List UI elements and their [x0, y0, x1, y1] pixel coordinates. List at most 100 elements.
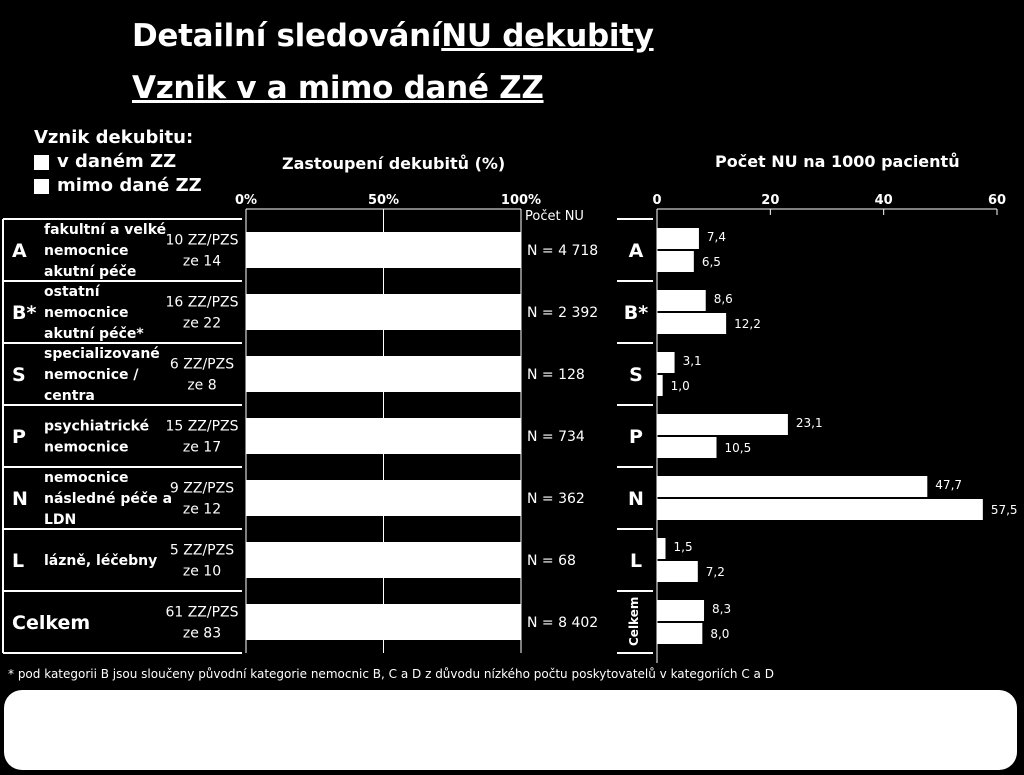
- bar-out-zz: [657, 375, 663, 396]
- data-label: 8,0: [710, 627, 729, 641]
- category-code: S: [12, 364, 26, 386]
- page-title-line2: Vznik v a mimo dané ZZ: [132, 70, 544, 106]
- row-border-left: [2, 219, 4, 653]
- category-description: fakultní a velké: [44, 222, 166, 238]
- category-label: L: [630, 550, 642, 572]
- count-label: N = 4 718: [527, 243, 598, 259]
- bar-out-zz: [657, 313, 727, 334]
- category-description: nemocnice: [44, 243, 129, 259]
- category-description: akutní péče*: [44, 326, 144, 342]
- row-separator: [617, 342, 653, 344]
- bar-share: [246, 418, 521, 454]
- facility-count: ze 17: [183, 440, 221, 456]
- count-label: N = 2 392: [527, 305, 598, 321]
- bar-share: [246, 356, 521, 392]
- category-label: N: [628, 488, 644, 510]
- data-label: 6,5: [702, 255, 721, 269]
- category-code: L: [12, 550, 24, 572]
- right-chart-title: Počet NU na 1000 pacientů: [715, 152, 960, 171]
- category-code: Celkem: [12, 612, 90, 634]
- count-column-header: Počet NU: [525, 209, 584, 224]
- bottom-panel: [4, 690, 1017, 770]
- row-separator: [617, 590, 653, 592]
- row-separator: [617, 280, 653, 282]
- facility-count: ze 22: [183, 316, 221, 332]
- count-label: N = 362: [527, 491, 585, 507]
- category-code: N: [12, 488, 28, 510]
- x-tick-label: 0%: [235, 193, 257, 208]
- legend-heading: Vznik dekubitu:: [34, 127, 194, 148]
- data-label: 12,2: [734, 317, 761, 331]
- bar-share: [246, 542, 521, 578]
- legend-label: mimo dané ZZ: [57, 175, 202, 196]
- category-description: specializované: [44, 346, 160, 362]
- legend: Vznik dekubitu: v daném ZZ mimo dané ZZ: [34, 126, 202, 198]
- data-label: 8,3: [712, 602, 731, 616]
- legend-swatch: [34, 154, 49, 170]
- category-description: psychiatrické: [44, 419, 149, 435]
- row-separator: [3, 280, 242, 282]
- bar-out-zz: [657, 561, 698, 582]
- category-label: S: [629, 364, 643, 386]
- row-separator: [3, 652, 242, 654]
- left-chart-title: Zastoupení dekubitů (%): [282, 154, 506, 173]
- category-label: B*: [624, 302, 648, 324]
- category-code: B*: [12, 302, 36, 324]
- count-label: N = 8 402: [527, 615, 598, 631]
- category-label: A: [629, 240, 644, 262]
- facility-count: 61 ZZ/PZS: [165, 605, 238, 621]
- bar-in-zz: [657, 538, 666, 559]
- bar-in-zz: [657, 228, 699, 249]
- bar-share: [246, 294, 521, 330]
- facility-count: 10 ZZ/PZS: [165, 233, 238, 249]
- count-label: N = 68: [527, 553, 576, 569]
- bar-share: [246, 232, 521, 268]
- facility-count: 16 ZZ/PZS: [165, 295, 238, 311]
- bar-share: [246, 480, 521, 516]
- data-label: 3,1: [683, 354, 702, 368]
- facility-count: ze 12: [183, 502, 221, 518]
- row-separator: [3, 590, 242, 592]
- bar-in-zz: [657, 414, 788, 435]
- row-separator: [617, 466, 653, 468]
- category-description: lázně, léčebny: [44, 553, 157, 569]
- x-tick-label: 50%: [368, 193, 399, 208]
- facility-count: 15 ZZ/PZS: [165, 419, 238, 435]
- category-description: centra: [44, 388, 95, 404]
- bar-out-zz: [657, 623, 703, 644]
- data-label: 7,4: [707, 230, 726, 244]
- facility-count: ze 83: [183, 626, 221, 642]
- facility-count: 9 ZZ/PZS: [170, 481, 234, 497]
- category-description: akutní péče: [44, 264, 136, 280]
- page-title-line1: Detailní sledování NU dekubity: [132, 18, 654, 54]
- x-tick-label: 40: [875, 193, 893, 208]
- bar-out-zz: [657, 437, 717, 458]
- row-separator: [3, 218, 242, 220]
- facility-count: ze 14: [183, 254, 221, 270]
- category-description: nemocnice: [44, 305, 129, 321]
- facility-count: ze 8: [187, 378, 216, 394]
- data-label: 10,5: [725, 441, 752, 455]
- row-separator: [617, 218, 653, 220]
- category-code: P: [12, 426, 26, 448]
- row-separator: [3, 342, 242, 344]
- bar-in-zz: [657, 476, 928, 497]
- category-description: ostatní: [44, 284, 101, 300]
- data-label: 1,5: [674, 540, 693, 554]
- row-separator: [3, 466, 242, 468]
- data-label: 57,5: [991, 503, 1018, 517]
- bar-in-zz: [657, 600, 705, 621]
- category-description: nemocnice: [44, 470, 129, 486]
- bar-in-zz: [657, 290, 706, 311]
- x-tick-label: 100%: [501, 193, 541, 208]
- category-description: následné péče a: [44, 491, 172, 507]
- legend-swatch: [34, 178, 49, 194]
- data-label: 23,1: [796, 416, 823, 430]
- category-description: nemocnice: [44, 440, 129, 456]
- row-separator: [3, 528, 242, 530]
- bar-out-zz: [657, 251, 694, 272]
- x-tick-label: 20: [761, 193, 779, 208]
- category-code: A: [12, 240, 27, 262]
- data-label: 47,7: [935, 478, 962, 492]
